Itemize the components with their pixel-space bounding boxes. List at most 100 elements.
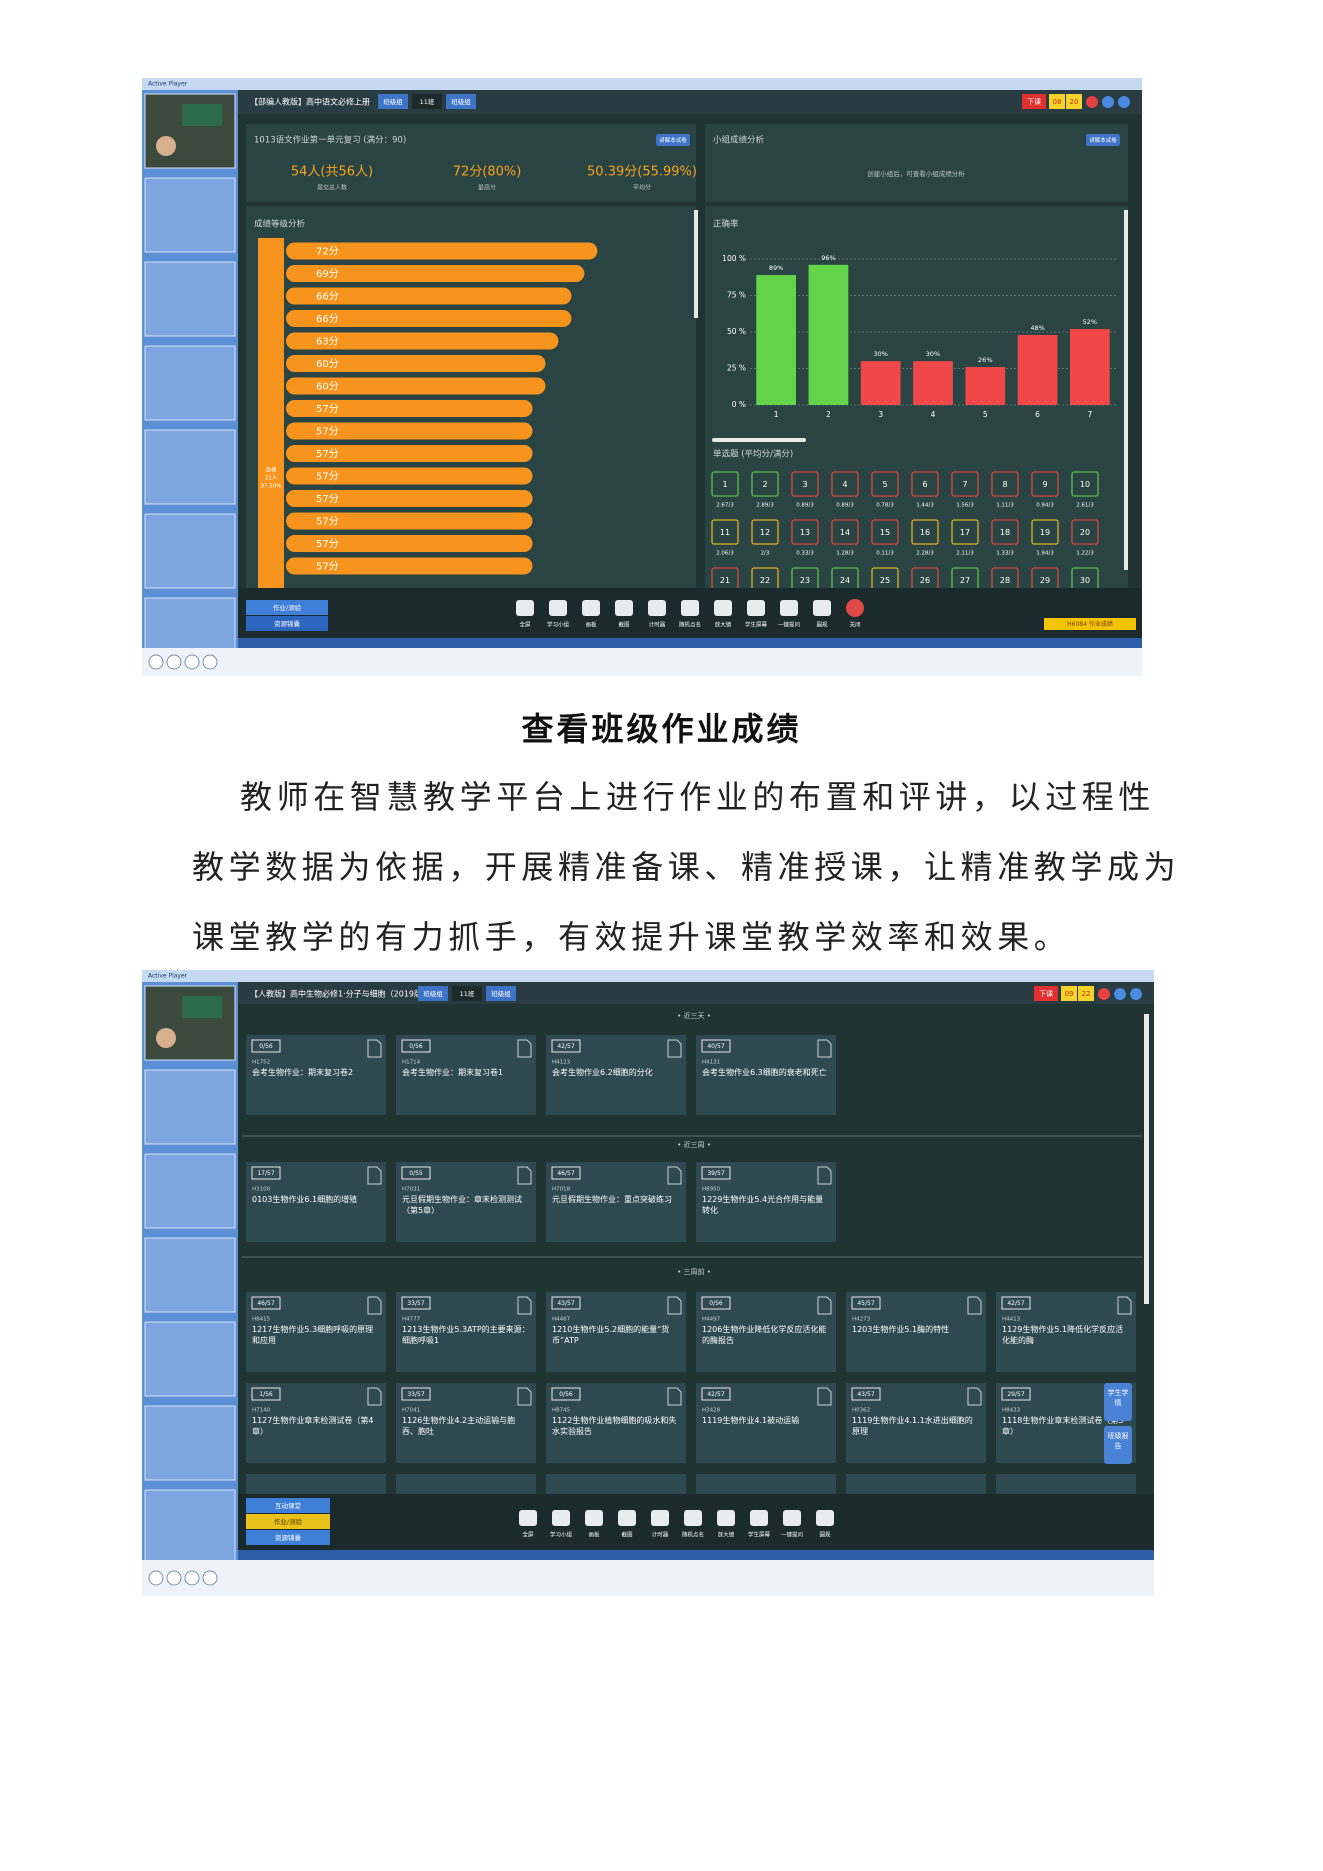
player-button[interactable] xyxy=(202,654,218,670)
button[interactable] xyxy=(656,134,690,146)
class-end[interactable]: 下课 xyxy=(1027,97,1041,106)
tool-icon[interactable] xyxy=(813,600,831,616)
homework-card[interactable] xyxy=(396,1035,536,1115)
side-button-label[interactable]: 作业/测验 xyxy=(273,603,302,612)
button-label[interactable]: 讲解本试卷 xyxy=(1089,136,1117,144)
button-label[interactable]: 讲解本试卷 xyxy=(659,136,687,144)
question-box[interactable] xyxy=(791,519,819,545)
question-box[interactable] xyxy=(791,471,819,497)
app-icon[interactable] xyxy=(1098,988,1110,1000)
homework-card[interactable] xyxy=(396,1474,536,1494)
player-button[interactable] xyxy=(202,1570,218,1586)
tool-icon[interactable] xyxy=(582,600,600,616)
question-box[interactable] xyxy=(1071,471,1099,497)
float-button[interactable] xyxy=(1104,1383,1132,1421)
homework-card[interactable] xyxy=(696,1474,836,1494)
tool-icon[interactable] xyxy=(519,1510,537,1526)
menu-item-label[interactable]: 作业/测验 xyxy=(274,1517,303,1526)
question-box[interactable] xyxy=(1071,519,1099,545)
side-button[interactable] xyxy=(246,600,328,615)
tool-icon[interactable] xyxy=(816,1510,834,1526)
side-button-label[interactable]: 资源锦囊 xyxy=(274,619,301,628)
tool-icon[interactable] xyxy=(552,1510,570,1526)
tool-icon[interactable] xyxy=(783,1510,801,1526)
question-box[interactable] xyxy=(991,519,1019,545)
tag-label[interactable]: 班级组 xyxy=(491,989,511,998)
question-box[interactable] xyxy=(871,471,899,497)
menu-item[interactable] xyxy=(246,1530,330,1545)
homework-card[interactable] xyxy=(696,1292,836,1372)
homework-card[interactable] xyxy=(546,1162,686,1242)
homework-card[interactable] xyxy=(396,1162,536,1242)
homework-card[interactable] xyxy=(246,1292,386,1372)
homework-card[interactable] xyxy=(846,1383,986,1463)
app-icon[interactable] xyxy=(1114,988,1126,1000)
homework-card[interactable] xyxy=(246,1383,386,1463)
tag-label[interactable]: 班级组 xyxy=(451,97,471,106)
tag-label[interactable]: 班级组 xyxy=(423,989,443,998)
question-box[interactable] xyxy=(951,471,979,497)
question-box[interactable] xyxy=(871,519,899,545)
homework-card[interactable] xyxy=(546,1292,686,1372)
homework-card[interactable] xyxy=(546,1383,686,1463)
side-button[interactable] xyxy=(246,616,328,631)
question-box[interactable] xyxy=(911,519,939,545)
player-button[interactable] xyxy=(166,654,182,670)
question-box[interactable] xyxy=(711,471,739,497)
question-box[interactable] xyxy=(751,471,779,497)
question-box[interactable] xyxy=(911,471,939,497)
tool-icon[interactable] xyxy=(549,600,567,616)
player-button[interactable] xyxy=(148,1570,164,1586)
float-button[interactable] xyxy=(1104,1426,1132,1464)
player-button[interactable] xyxy=(184,654,200,670)
tool-icon[interactable] xyxy=(651,1510,669,1526)
homework-card[interactable] xyxy=(846,1292,986,1372)
homework-card[interactable] xyxy=(246,1162,386,1242)
homework-card[interactable] xyxy=(696,1162,836,1242)
question-box[interactable] xyxy=(831,471,859,497)
question-box[interactable] xyxy=(991,471,1019,497)
homework-card[interactable] xyxy=(996,1292,1136,1372)
tool-icon[interactable] xyxy=(618,1510,636,1526)
app-icon[interactable] xyxy=(1130,988,1142,1000)
tool-icon[interactable] xyxy=(780,600,798,616)
button[interactable] xyxy=(1086,134,1120,146)
tool-icon[interactable] xyxy=(684,1510,702,1526)
menu-item-label[interactable]: 资源锦囊 xyxy=(275,1533,302,1542)
menu-item[interactable] xyxy=(246,1514,330,1529)
question-box[interactable] xyxy=(1031,519,1059,545)
tool-icon[interactable] xyxy=(681,600,699,616)
homework-card[interactable] xyxy=(996,1474,1136,1494)
tool-icon[interactable] xyxy=(747,600,765,616)
tag-label[interactable]: 班级组 xyxy=(383,97,403,106)
tool-icon[interactable] xyxy=(648,600,666,616)
tool-icon[interactable] xyxy=(585,1510,603,1526)
tag-label[interactable]: 11班 xyxy=(460,989,475,998)
app-icon[interactable] xyxy=(1086,96,1098,108)
close-icon[interactable] xyxy=(846,599,864,617)
homework-card[interactable] xyxy=(696,1035,836,1115)
question-box[interactable] xyxy=(1031,471,1059,497)
player-button[interactable] xyxy=(148,654,164,670)
tag-label[interactable]: 11班 xyxy=(420,97,435,106)
homework-card[interactable] xyxy=(546,1035,686,1115)
tool-icon[interactable] xyxy=(717,1510,735,1526)
homework-card[interactable] xyxy=(396,1292,536,1372)
player-button[interactable] xyxy=(166,1570,182,1586)
player-button[interactable] xyxy=(184,1570,200,1586)
homework-card[interactable] xyxy=(246,1035,386,1115)
question-box[interactable] xyxy=(831,519,859,545)
homework-card[interactable] xyxy=(546,1474,686,1494)
tool-icon[interactable] xyxy=(750,1510,768,1526)
app-icon[interactable] xyxy=(1102,96,1114,108)
menu-item-label[interactable]: 互动课堂 xyxy=(275,1501,302,1510)
question-box[interactable] xyxy=(951,519,979,545)
class-end[interactable]: 下课 xyxy=(1039,989,1053,998)
homework-card[interactable] xyxy=(246,1474,386,1494)
homework-card[interactable] xyxy=(696,1383,836,1463)
tool-icon[interactable] xyxy=(615,600,633,616)
app-icon[interactable] xyxy=(1118,96,1130,108)
question-box[interactable] xyxy=(751,519,779,545)
homework-card[interactable] xyxy=(396,1383,536,1463)
homework-card[interactable] xyxy=(846,1474,986,1494)
